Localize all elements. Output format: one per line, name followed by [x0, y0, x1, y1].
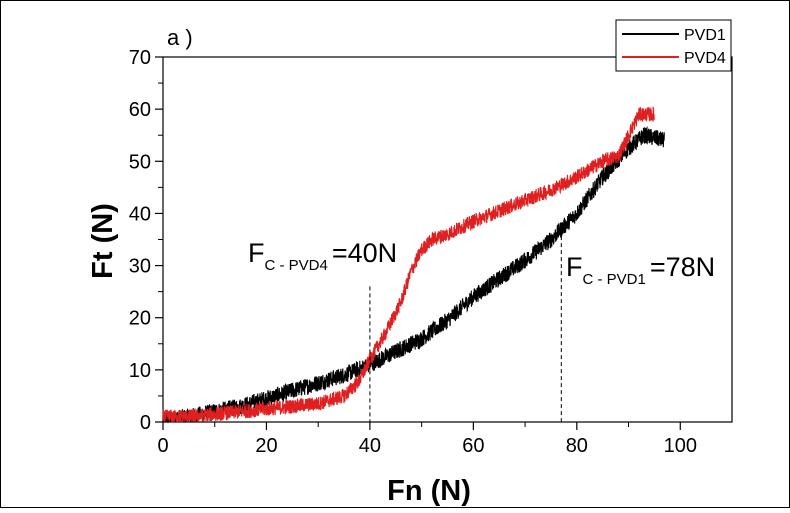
series-layer	[162, 106, 666, 424]
y-tick-label: 10	[129, 360, 151, 382]
y-tick-label: 50	[129, 151, 151, 173]
panel-label: a )	[167, 25, 193, 50]
y-tick-label: 0	[140, 412, 151, 434]
critical-load-label: FC - PVD4 =40N	[248, 238, 397, 274]
x-axis-label: Fn (N)	[387, 475, 471, 507]
legend-box	[615, 19, 732, 72]
y-tick-label: 40	[129, 203, 151, 225]
y-tick-label: 20	[129, 308, 151, 330]
legend: PVD1 PVD4	[615, 19, 732, 72]
x-tick-label: 20	[255, 435, 277, 457]
x-tick-label: 0	[157, 435, 168, 457]
y-tick-label: 70	[129, 47, 151, 69]
legend-label-pvd4: PVD4	[684, 50, 726, 67]
annotation-layer: FC - PVD4 =40N FC - PVD1 =78N	[248, 229, 715, 422]
x-tick-label: 60	[462, 435, 484, 457]
axis-ticks	[155, 56, 681, 430]
critical-load-label: FC - PVD1 =78N	[566, 252, 715, 288]
series-line-pvd1	[162, 126, 666, 424]
x-tick-label: 80	[566, 435, 588, 457]
y-tick-label: 30	[129, 256, 151, 278]
y-axis-label: Ft (N)	[87, 203, 119, 279]
tick-labels: 0 20 40 60 80 100 0 10 20 30 40 50 60 70	[129, 47, 697, 457]
x-tick-label: 40	[359, 435, 381, 457]
legend-label-pvd1: PVD1	[684, 27, 726, 44]
x-tick-label: 100	[664, 435, 697, 457]
y-tick-label: 60	[129, 99, 151, 121]
series-line-pvd4	[162, 106, 655, 424]
